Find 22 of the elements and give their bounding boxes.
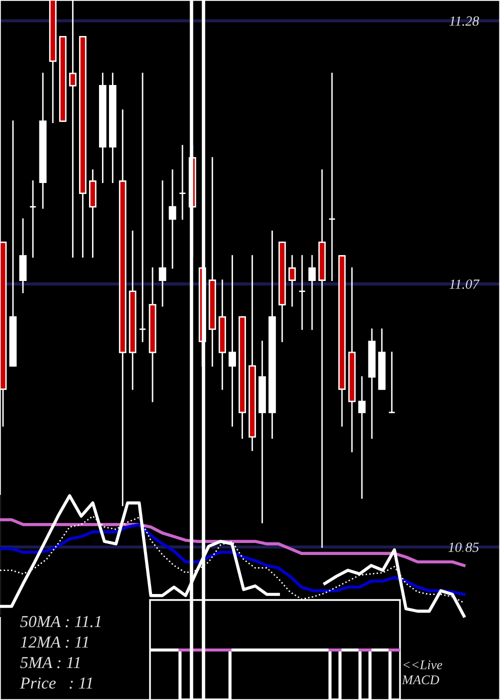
y-tick-label: 11.28 xyxy=(449,16,480,26)
candlestick xyxy=(158,180,166,307)
candlestick xyxy=(358,376,366,499)
candlestick xyxy=(328,72,336,281)
annotation: 12MA : 11 xyxy=(20,636,88,648)
annotation: 5MA : 11 xyxy=(20,657,80,668)
text: <<Live xyxy=(403,660,442,670)
candlestick xyxy=(298,255,306,330)
y-tick-label: 10.85 xyxy=(448,542,479,552)
annotation: Price : 11 xyxy=(20,677,92,689)
text: MACD xyxy=(402,675,440,684)
candlestick xyxy=(228,255,236,427)
candlestick xyxy=(178,144,186,220)
candlestick xyxy=(138,72,146,342)
candlestick xyxy=(168,169,176,269)
annotation: 50MA : 11.1 xyxy=(20,616,100,628)
candlestick xyxy=(288,255,296,307)
candlestick xyxy=(388,352,396,414)
candlestick xyxy=(318,169,326,548)
candlestick xyxy=(29,180,37,258)
candlestick xyxy=(308,255,316,330)
y-tick-label: 11.07 xyxy=(449,280,480,289)
